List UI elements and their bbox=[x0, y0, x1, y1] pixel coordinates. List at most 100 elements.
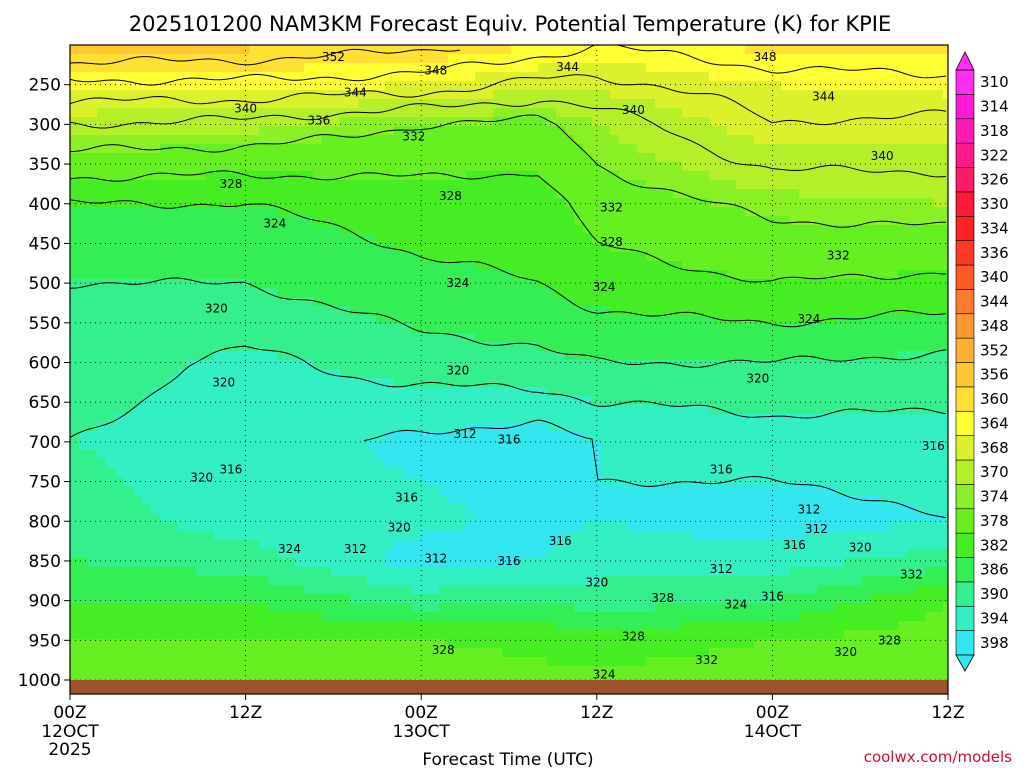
field-cell bbox=[421, 450, 431, 460]
field-cell bbox=[277, 639, 287, 649]
field-cell bbox=[466, 369, 476, 379]
field-cell bbox=[106, 324, 116, 334]
field-cell bbox=[412, 135, 422, 145]
field-cell bbox=[673, 279, 683, 289]
field-cell bbox=[664, 387, 674, 397]
field-cell bbox=[187, 576, 197, 586]
field-cell bbox=[88, 324, 98, 334]
field-cell bbox=[421, 603, 431, 613]
field-cell bbox=[259, 135, 269, 145]
field-cell bbox=[493, 207, 503, 217]
field-cell bbox=[151, 54, 161, 64]
field-cell bbox=[502, 270, 512, 280]
field-cell bbox=[178, 576, 188, 586]
field-cell bbox=[358, 135, 368, 145]
field-cell bbox=[412, 459, 422, 469]
field-cell bbox=[142, 333, 152, 343]
field-cell bbox=[286, 288, 296, 298]
field-cell bbox=[403, 630, 413, 640]
field-cell bbox=[187, 252, 197, 262]
field-cell bbox=[286, 306, 296, 316]
field-cell bbox=[205, 666, 215, 676]
field-cell bbox=[178, 126, 188, 136]
field-cell bbox=[106, 270, 116, 280]
field-cell bbox=[304, 270, 314, 280]
field-cell bbox=[205, 162, 215, 172]
field-cell bbox=[394, 459, 404, 469]
field-cell bbox=[349, 378, 359, 388]
field-cell bbox=[241, 594, 251, 604]
field-cell bbox=[538, 117, 548, 127]
field-cell bbox=[385, 216, 395, 226]
field-cell bbox=[565, 387, 575, 397]
field-cell bbox=[403, 63, 413, 73]
field-cell bbox=[169, 270, 179, 280]
field-cell bbox=[187, 81, 197, 91]
field-cell bbox=[484, 108, 494, 118]
field-cell bbox=[142, 495, 152, 505]
field-cell bbox=[322, 531, 332, 541]
field-cell bbox=[673, 423, 683, 433]
field-cell bbox=[160, 477, 170, 487]
field-cell bbox=[250, 648, 260, 658]
field-cell bbox=[538, 342, 548, 352]
field-cell bbox=[151, 117, 161, 127]
field-cell bbox=[430, 216, 440, 226]
field-cell bbox=[502, 432, 512, 442]
field-cell bbox=[79, 45, 89, 55]
field-cell bbox=[502, 162, 512, 172]
field-cell bbox=[385, 522, 395, 532]
field-cell bbox=[268, 576, 278, 586]
field-cell bbox=[556, 576, 566, 586]
field-cell bbox=[610, 90, 620, 100]
field-cell bbox=[538, 468, 548, 478]
field-cell bbox=[628, 369, 638, 379]
field-cell bbox=[214, 342, 224, 352]
field-cell bbox=[142, 297, 152, 307]
field-cell bbox=[322, 117, 332, 127]
field-cell bbox=[412, 270, 422, 280]
field-cell bbox=[259, 63, 269, 73]
field-cell bbox=[646, 243, 656, 253]
field-cell bbox=[205, 621, 215, 631]
field-cell bbox=[574, 108, 584, 118]
field-cell bbox=[322, 378, 332, 388]
field-cell bbox=[151, 261, 161, 271]
field-cell bbox=[367, 171, 377, 181]
field-cell bbox=[628, 513, 638, 523]
field-cell bbox=[331, 63, 341, 73]
field-cell bbox=[160, 648, 170, 658]
field-cell bbox=[646, 171, 656, 181]
field-cell bbox=[466, 585, 476, 595]
field-cell bbox=[538, 576, 548, 586]
field-cell bbox=[286, 567, 296, 577]
field-cell bbox=[79, 432, 89, 442]
field-cell bbox=[241, 252, 251, 262]
field-cell bbox=[295, 351, 305, 361]
field-cell bbox=[547, 639, 557, 649]
field-cell bbox=[97, 252, 107, 262]
field-cell bbox=[448, 108, 458, 118]
field-cell bbox=[124, 567, 134, 577]
field-cell bbox=[133, 378, 143, 388]
field-cell bbox=[466, 342, 476, 352]
field-cell bbox=[601, 405, 611, 415]
field-cell bbox=[583, 90, 593, 100]
field-cell bbox=[637, 225, 647, 235]
field-cell bbox=[358, 72, 368, 82]
field-cell bbox=[133, 414, 143, 424]
field-cell bbox=[232, 594, 242, 604]
field-cell bbox=[106, 351, 116, 361]
field-cell bbox=[124, 432, 134, 442]
field-cell bbox=[286, 351, 296, 361]
field-cell bbox=[97, 648, 107, 658]
field-cell bbox=[79, 279, 89, 289]
field-cell bbox=[574, 144, 584, 154]
field-cell bbox=[88, 648, 98, 658]
field-cell bbox=[691, 225, 701, 235]
field-cell bbox=[187, 279, 197, 289]
field-cell bbox=[214, 360, 224, 370]
field-cell bbox=[259, 171, 269, 181]
field-cell bbox=[448, 594, 458, 604]
field-cell bbox=[205, 432, 215, 442]
